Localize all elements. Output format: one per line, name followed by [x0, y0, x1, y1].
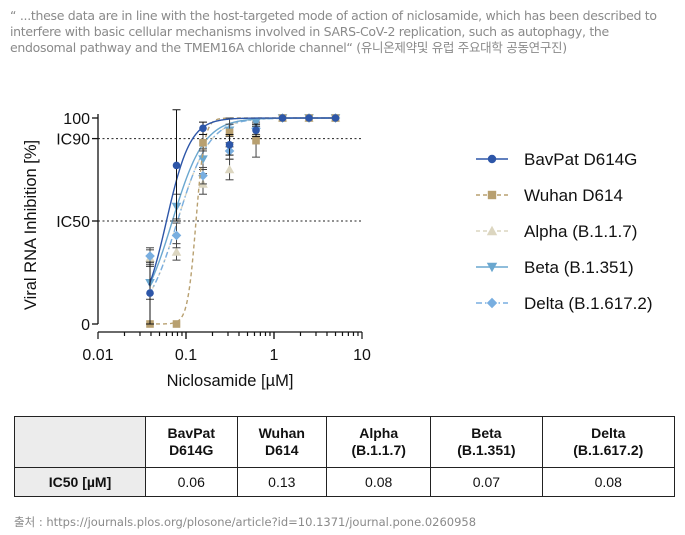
y-axis-label: Viral RNA Inhibition [%] [22, 140, 40, 310]
data-point [172, 161, 181, 170]
table-cell-bavpat: 0.06 [145, 467, 238, 497]
data-point [251, 118, 261, 127]
data-point [199, 124, 207, 133]
legend-marker [486, 297, 498, 309]
table-header-wuhan: Wuhan D614 [236, 416, 328, 468]
quote-text: “ ...these data are in line with the hos… [10, 8, 657, 55]
series-group [146, 109, 340, 325]
table-corner-cell [14, 416, 146, 468]
series-curve [148, 117, 336, 286]
table-row-label: IC50 [µM] [14, 467, 146, 497]
table-cell-wuhan: 0.13 [236, 467, 328, 497]
data-point [171, 230, 182, 241]
legend-label: Delta (B.1.617.2) [524, 294, 653, 313]
legend-label: Alpha (B.1.1.7) [524, 222, 637, 241]
data-point [199, 138, 207, 147]
data-point [146, 289, 154, 297]
y-tick-label: IC50 [56, 214, 90, 231]
table-cell-delta: 0.08 [541, 467, 676, 497]
table-header-row: BavPat D614G Wuhan D614 Alpha (B.1.1.7) Bet… [14, 416, 676, 468]
source-citation: 출처 : https://journals.plos.org/plosone/a… [14, 515, 477, 529]
dose-response-chart: 100 IC90 IC50 0 0.01 0.1 1 10 Niclosamide [µM] Vi… [22, 109, 653, 390]
data-point [225, 140, 234, 149]
data-point [331, 114, 340, 122]
data-point [171, 247, 182, 256]
data-point [252, 136, 260, 145]
legend-marker [487, 190, 497, 200]
series-group [145, 114, 341, 300]
y-tick-label: 100 [63, 111, 90, 128]
legend-label: Wuhan D614 [524, 186, 623, 205]
legend-item: Alpha (B.1.1.7) [476, 222, 637, 241]
legend-item: BavPat D614G [476, 150, 637, 169]
legend-item: Delta (B.1.617.2) [476, 294, 653, 313]
x-tick-label: 10 [353, 347, 371, 364]
table-header-alpha: Alpha (B.1.1.7) [326, 416, 432, 468]
table-row: IC50 [µM] 0.06 0.13 0.08 0.07 0.08 [14, 467, 676, 497]
legend-label: BavPat D614G [524, 150, 637, 169]
data-point [225, 128, 234, 137]
table-header-bavpat: BavPat D614G [145, 416, 238, 468]
table-header-beta: Beta (B.1.351) [430, 416, 543, 468]
x-axis-label: Niclosamide [µM] [167, 372, 294, 390]
legend-item: Beta (B.1.351) [476, 258, 634, 277]
data-point [224, 164, 235, 174]
y-tick-label: 0 [81, 317, 90, 334]
x-tick-label: 0.01 [82, 347, 113, 364]
x-tick-label: 0.1 [175, 347, 197, 364]
data-point [198, 155, 208, 164]
legend-marker [486, 225, 498, 236]
table-cell-beta: 0.07 [430, 467, 543, 497]
data-point [172, 320, 181, 328]
legend-marker [486, 262, 498, 273]
legend-marker [487, 154, 497, 164]
table-cell-alpha: 0.08 [326, 467, 432, 497]
legend-item: Wuhan D614 [476, 186, 623, 205]
x-tick-label: 1 [270, 347, 279, 364]
data-point [305, 114, 313, 122]
y-tick-label: IC90 [56, 132, 90, 149]
ic50-table: BavPat D614G Wuhan D614 Alpha (B.1.1.7) Bet… [14, 416, 676, 497]
legend-label: Beta (B.1.351) [524, 258, 634, 277]
data-point [145, 251, 155, 261]
data-point [252, 126, 260, 135]
table-header-delta: Delta (B.1.617.2) [541, 416, 676, 468]
data-point [278, 114, 287, 122]
